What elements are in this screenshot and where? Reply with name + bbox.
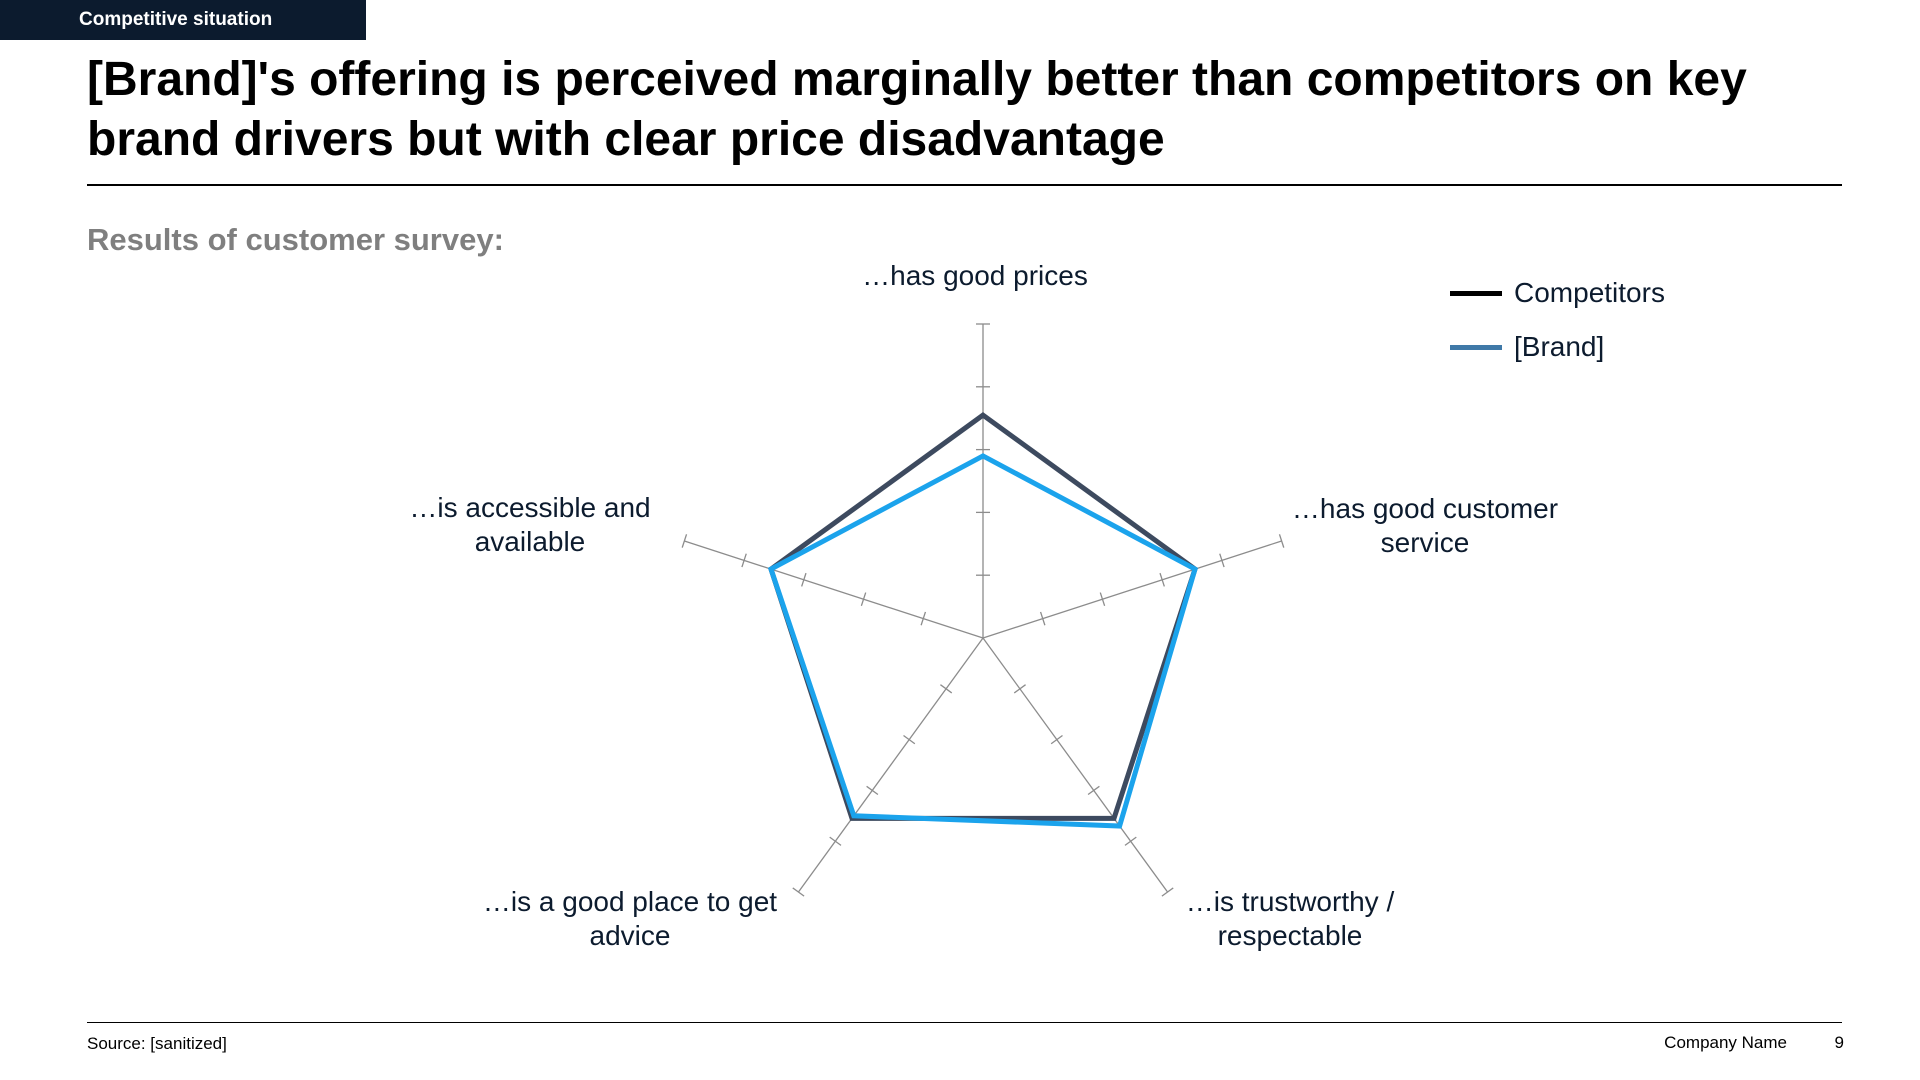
- radar-tick-3-3: [866, 785, 879, 796]
- legend-swatch-competitors: [1450, 290, 1502, 296]
- radar-tick-1-3: [1159, 572, 1165, 587]
- radar-tick-2-3: [1087, 785, 1100, 796]
- radar-axis-4: [684, 540, 984, 639]
- axis-label-line: advice: [590, 920, 671, 951]
- radar-tick-4-5: [681, 534, 688, 548]
- radar-tick-3-5: [792, 887, 805, 897]
- legend-label-competitors: Competitors: [1514, 277, 1665, 308]
- axis-label-0: …has good prices: [862, 260, 1088, 291]
- radar-tick-3-4: [829, 836, 842, 846]
- company-name: Company Name: [1664, 1033, 1787, 1052]
- radar-tick-4-3: [801, 572, 807, 587]
- radar-tick-1-5: [1278, 534, 1285, 548]
- radar-axis-2: [982, 637, 1169, 893]
- chart-legend: Competitors [Brand]: [1450, 266, 1665, 374]
- radar-tick-3-1: [940, 684, 953, 694]
- legend-item-competitors: Competitors: [1450, 266, 1665, 320]
- legend-item-brand: [Brand]: [1450, 320, 1665, 374]
- chart-subtitle: Results of customer survey:: [87, 222, 504, 257]
- source-note: Source: [sanitized]: [87, 1034, 227, 1053]
- axis-label-line: available: [475, 526, 586, 557]
- radar-chart: …has good prices …has good customer servic…: [409, 260, 1558, 951]
- radar-tick-1-2: [1099, 592, 1106, 607]
- radar-tick-2-4: [1124, 836, 1137, 846]
- radar-axis-1: [982, 540, 1282, 639]
- title-divider: [87, 184, 1842, 186]
- axis-label-3: …is a good place to get advice: [483, 886, 777, 951]
- axis-label-line: …has good customer: [1292, 493, 1558, 524]
- radar-tick-1-4: [1219, 553, 1225, 568]
- axis-label-line: …is accessible and: [409, 492, 650, 523]
- radar-tick-3-2: [903, 734, 916, 745]
- radar-tick-2-1: [1013, 684, 1026, 694]
- axis-label-2: …is trustworthy / respectable: [1186, 886, 1395, 951]
- radar-tick-4-4: [741, 553, 747, 568]
- page-title: [Brand]'s offering is perceived marginal…: [87, 53, 1747, 166]
- radar-axis-3: [797, 637, 984, 893]
- series-polygon-brand: [767, 453, 1198, 829]
- radar-tick-1-1: [1039, 611, 1046, 626]
- axis-label-line: …is trustworthy /: [1186, 886, 1395, 917]
- radar-tick-4-1: [920, 611, 927, 626]
- radar-tick-2-5: [1161, 887, 1174, 897]
- radar-tick-2-2: [1050, 734, 1063, 745]
- footer-divider: [87, 1022, 1842, 1023]
- section-tag: Competitive situation: [0, 0, 366, 40]
- legend-label-brand: [Brand]: [1514, 331, 1605, 362]
- axis-label-line: …has good prices: [862, 260, 1088, 291]
- axis-label-1: …has good customer service: [1292, 493, 1558, 558]
- axis-label-line: respectable: [1218, 920, 1363, 951]
- axis-label-line: service: [1381, 527, 1470, 558]
- axis-label-line: …is a good place to get: [483, 886, 777, 917]
- page-number: 9: [1834, 1033, 1844, 1052]
- radar-tick-4-2: [860, 592, 867, 607]
- legend-swatch-brand: [1450, 344, 1502, 350]
- axis-label-4: …is accessible and available: [409, 492, 650, 557]
